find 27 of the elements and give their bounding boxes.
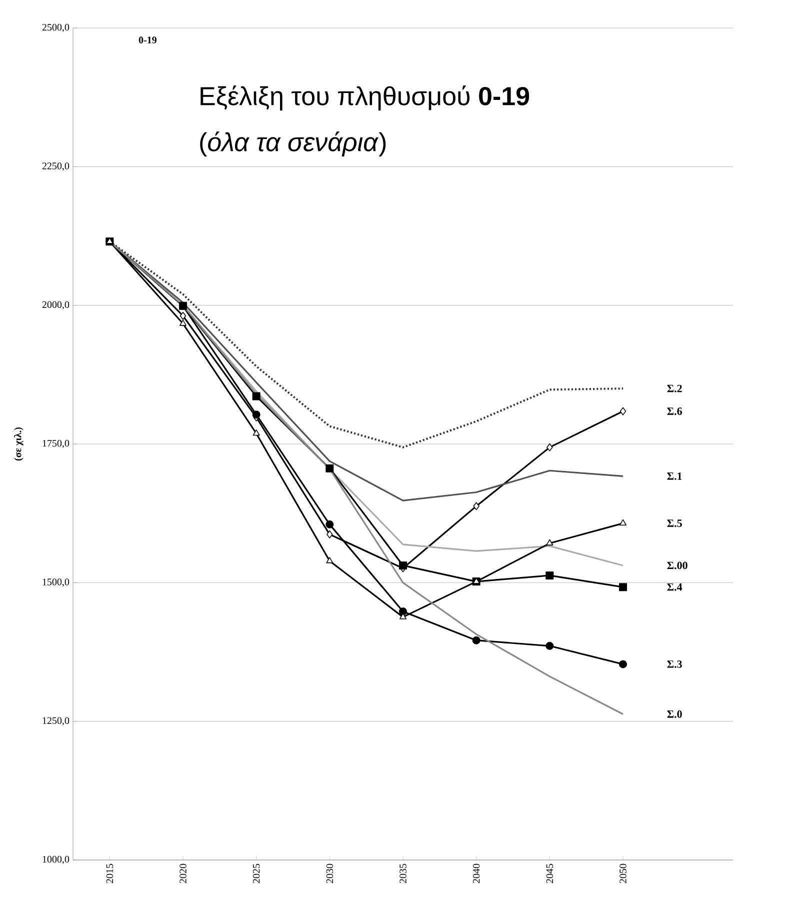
y-tick-label: 2000,0 bbox=[42, 301, 70, 310]
text: Σ.1 bbox=[667, 472, 682, 480]
y-tick-label: 2250,0 bbox=[42, 162, 70, 171]
y-tick-label: 1500,0 bbox=[42, 578, 70, 587]
y-axis-title: (σε χιλ.) bbox=[14, 427, 24, 461]
x-tick-label: 2015 bbox=[106, 864, 114, 884]
text: Σ.00 bbox=[667, 562, 688, 570]
text: (όλα τα σενάρια) bbox=[200, 132, 386, 156]
x-tick-label: 2040 bbox=[472, 864, 480, 884]
y-tick-label: 1250,0 bbox=[42, 717, 70, 726]
x-tick-label: 2045 bbox=[546, 864, 554, 884]
text: Εξέλιξη του πληθυσμού 0-19 bbox=[200, 86, 530, 110]
x-tick-label: 2020 bbox=[180, 864, 186, 884]
annotation: 0-19 bbox=[138, 36, 157, 44]
x-tick-label: 2025 bbox=[252, 864, 260, 884]
y-tick-label: 1000,0 bbox=[42, 856, 70, 864]
text: Σ.0 bbox=[667, 710, 682, 718]
text: Σ.3 bbox=[667, 660, 682, 668]
y-tick-label: 2500,0 bbox=[42, 24, 70, 32]
text: Σ.4 bbox=[667, 583, 682, 591]
text: Σ.5 bbox=[667, 520, 682, 527]
x-tick-label: 2035 bbox=[400, 864, 406, 884]
y-tick-label: 1750,0 bbox=[42, 440, 70, 448]
text: Σ.2 bbox=[667, 384, 682, 392]
x-tick-label: 2050 bbox=[620, 864, 626, 884]
text: Σ.6 bbox=[667, 408, 682, 415]
x-tick-label: 2030 bbox=[326, 864, 334, 884]
